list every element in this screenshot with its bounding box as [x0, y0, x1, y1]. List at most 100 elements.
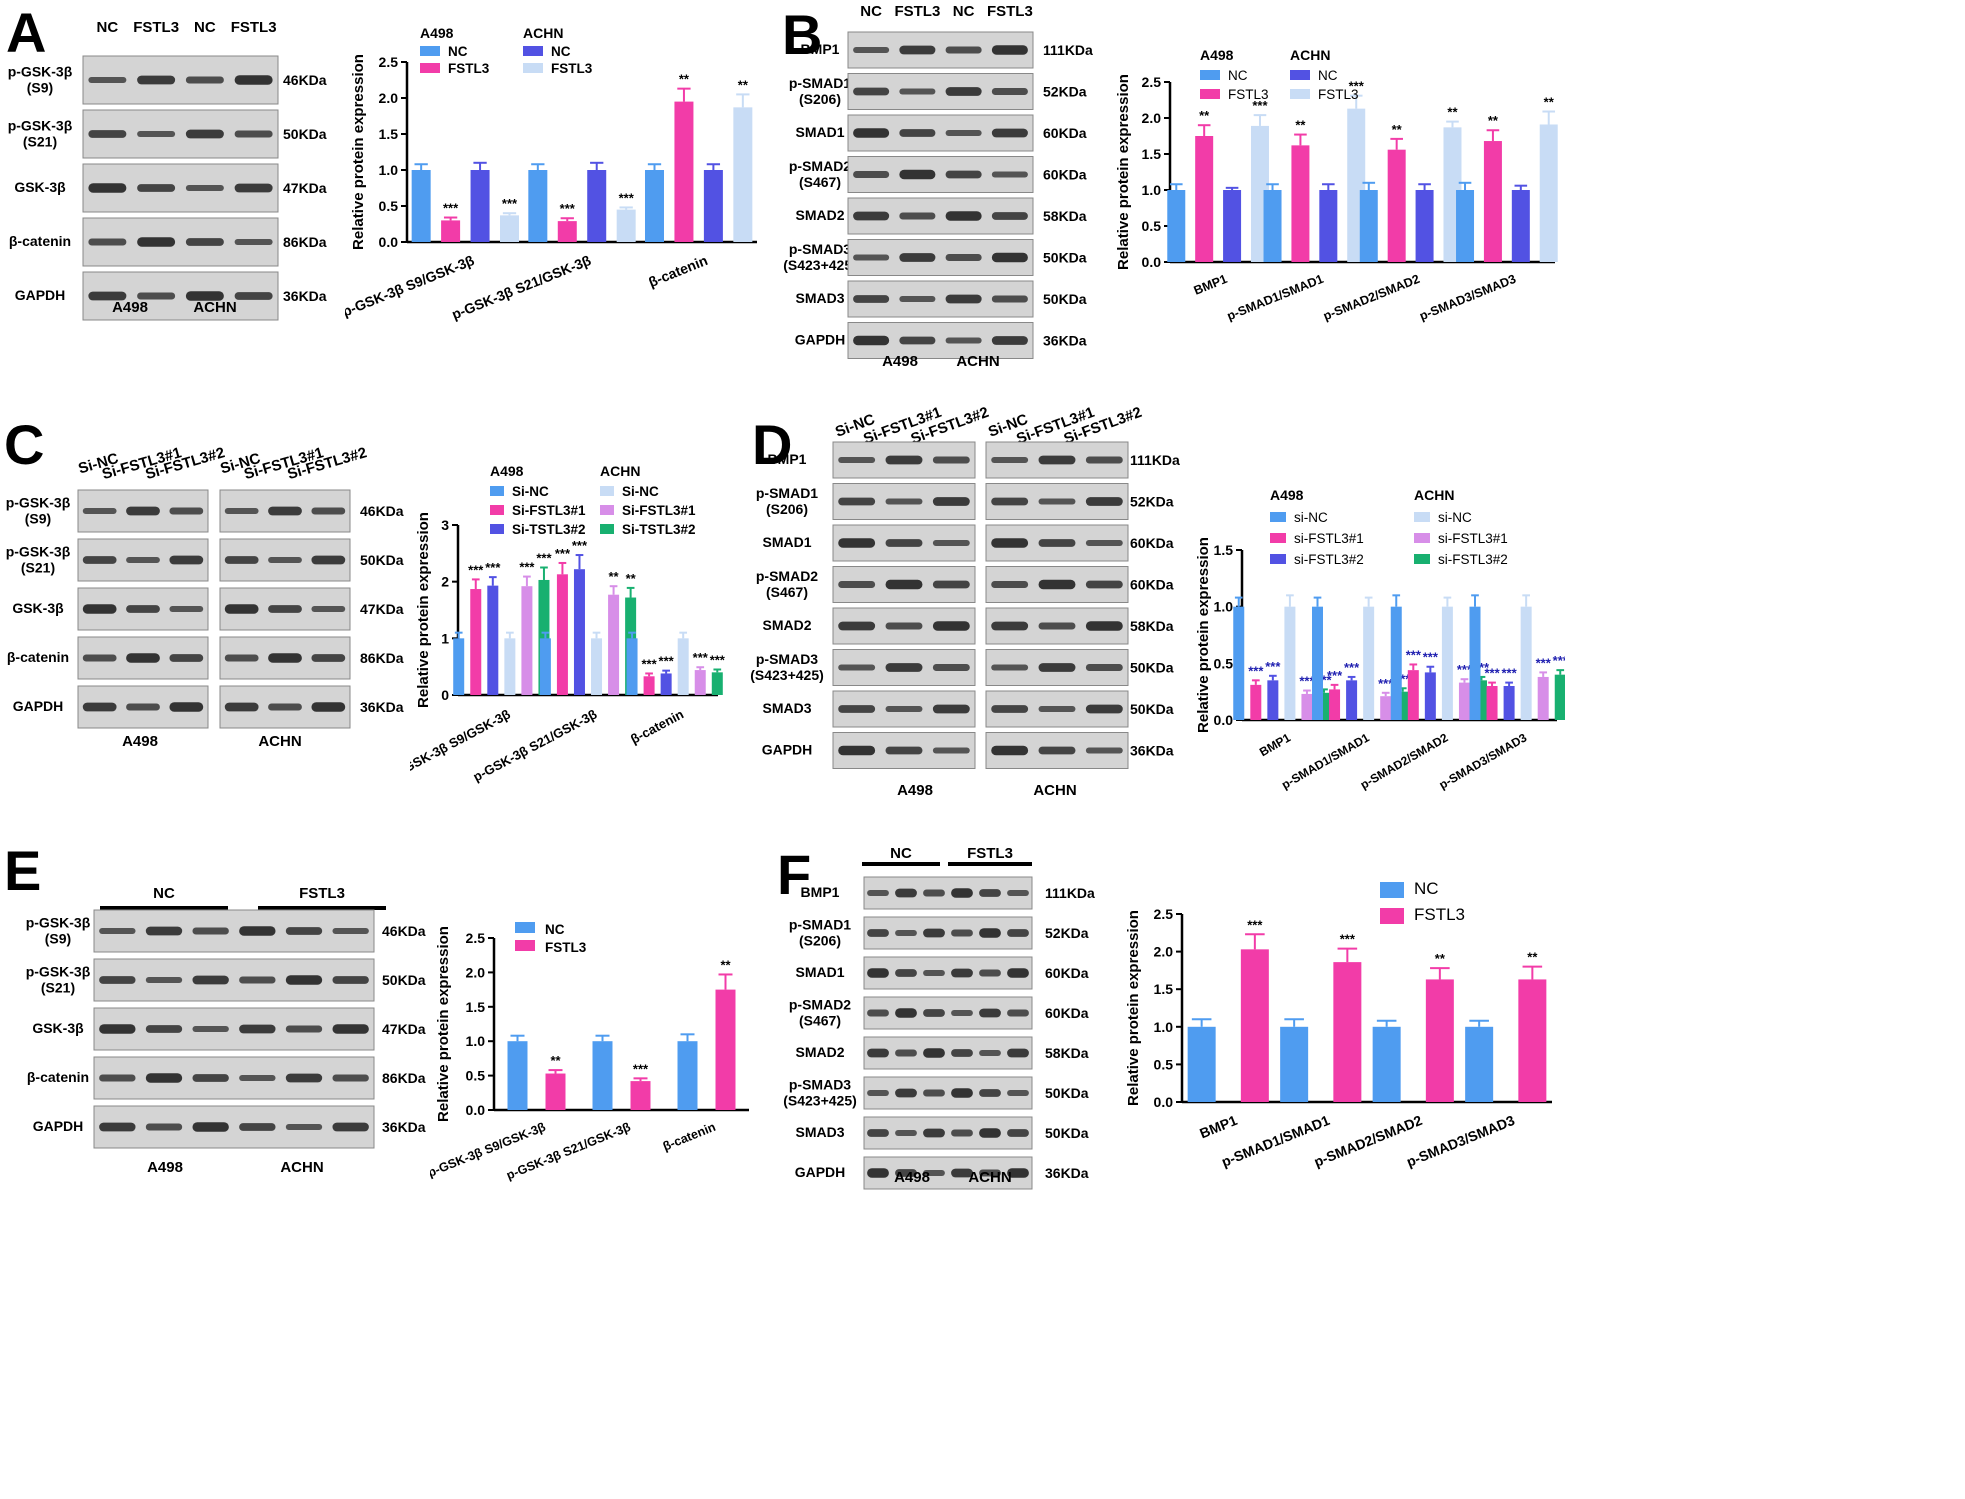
protein-band [885, 622, 923, 630]
significance-label: ** [1544, 95, 1555, 110]
protein-band [1038, 746, 1076, 755]
x-tick-label: p-SMAD3/SMAD3 [1417, 272, 1518, 324]
blot-row-label: p-SMAD2 (S467) [756, 568, 818, 600]
protein-band [1038, 498, 1076, 505]
protein-band [311, 606, 346, 612]
protein-band [838, 621, 876, 631]
protein-band [923, 1048, 945, 1058]
protein-band [885, 579, 923, 590]
significance-label: ** [720, 957, 731, 972]
y-tick-label: 1.5 [466, 999, 486, 1015]
y-tick-label: 1.5 [1142, 146, 1162, 162]
protein-band [899, 129, 936, 137]
protein-band [923, 1170, 945, 1176]
x-tick-label: p-SMAD2/SMAD2 [1321, 272, 1422, 324]
x-tick-label: BMP1 [1192, 272, 1229, 298]
legend-label: si-FSTL3#2 [1294, 552, 1364, 567]
protein-band [234, 239, 273, 245]
protein-band [853, 211, 890, 221]
protein-band [838, 705, 876, 713]
kda-label: 52KDa [1045, 925, 1089, 941]
protein-band [88, 291, 127, 301]
cell-line-label: ACHN [968, 1169, 1011, 1186]
blot-membrane [863, 1036, 1033, 1070]
group-label: NC [153, 885, 175, 902]
bar [1425, 979, 1454, 1102]
x-tick-label: p-SMAD1/SMAD1 [1225, 272, 1326, 324]
bar [1333, 962, 1362, 1102]
bar [1397, 691, 1409, 720]
protein-band [945, 170, 982, 179]
blot-membrane [93, 958, 375, 1002]
protein-band [169, 555, 204, 565]
protein-band [899, 253, 936, 262]
blot-row-label: SMAD3 [795, 290, 844, 306]
protein-band [126, 703, 160, 711]
y-tick-label: 1.5 [1154, 981, 1174, 997]
protein-band [923, 970, 945, 976]
kda-label: 50KDa [382, 972, 426, 988]
y-tick-label: 1.5 [1214, 542, 1234, 558]
bar [644, 170, 664, 242]
legend-label: NC [1318, 68, 1338, 83]
significance-label: *** [1349, 79, 1365, 94]
protein-band [899, 212, 936, 220]
protein-band [895, 1088, 917, 1098]
legend-swatch [1270, 554, 1286, 564]
y-axis-label: Relative protein expression [415, 512, 432, 708]
protein-band [932, 664, 970, 671]
protein-band [82, 556, 117, 564]
bar [1476, 680, 1487, 720]
protein-band [99, 928, 136, 934]
blot-row-label: GAPDH [13, 698, 64, 714]
protein-band [137, 184, 176, 192]
protein-band [895, 1008, 917, 1018]
protein-band [932, 747, 970, 754]
legend-swatch [1270, 512, 1286, 522]
x-tick-label: p-SMAD3/SMAD3 [1437, 730, 1530, 792]
bar [1363, 606, 1375, 720]
legend-swatch [1290, 70, 1310, 80]
protein-band [185, 129, 224, 139]
blot-row-label: SMAD1 [762, 534, 811, 550]
blot-row-label: GAPDH [33, 1118, 84, 1134]
protein-band [932, 540, 970, 546]
blot-row-label: p-GSK-3β (S9) [6, 494, 71, 526]
significance-label: *** [1378, 676, 1394, 691]
bar [1511, 190, 1530, 262]
bar [1284, 606, 1296, 720]
panel-label-c: C [4, 413, 45, 476]
legend-swatch [600, 505, 614, 515]
protein-band [895, 1049, 917, 1057]
legend-swatch [1200, 70, 1220, 80]
kda-label: 111KDa [1130, 452, 1180, 468]
protein-band [951, 1168, 973, 1178]
kda-label: 60KDa [1043, 167, 1087, 183]
protein-band [923, 928, 945, 938]
legend-label: FSTL3 [551, 61, 593, 76]
western-blot-c: Si-NCSi-FSTL3#1Si-FSTL3#2Si-NCSi-FSTL3#1… [6, 444, 404, 750]
kda-label: 50KDa [1045, 1125, 1089, 1141]
legend-label: NC [1228, 68, 1248, 83]
protein-band [192, 1026, 229, 1032]
bar [1380, 696, 1392, 720]
protein-band [991, 497, 1029, 506]
kda-label: 60KDa [1045, 965, 1089, 981]
kda-label: 60KDa [1045, 1005, 1089, 1021]
protein-band [332, 1024, 369, 1034]
significance-label: ** [1295, 118, 1306, 133]
x-tick-label: β-catenin [628, 706, 686, 746]
y-tick-label: 2.5 [1154, 906, 1174, 922]
blot-row-label: GAPDH [762, 741, 813, 757]
bar [507, 1041, 528, 1110]
legend-label: NC [1414, 879, 1439, 898]
bar [453, 638, 465, 695]
protein-band [137, 75, 176, 85]
kda-label: 50KDa [283, 126, 327, 142]
protein-band [311, 507, 346, 515]
y-tick-label: 1.0 [466, 1033, 486, 1049]
protein-band [285, 1025, 323, 1033]
significance-label: *** [641, 656, 657, 671]
blot-membrane [93, 1105, 375, 1149]
